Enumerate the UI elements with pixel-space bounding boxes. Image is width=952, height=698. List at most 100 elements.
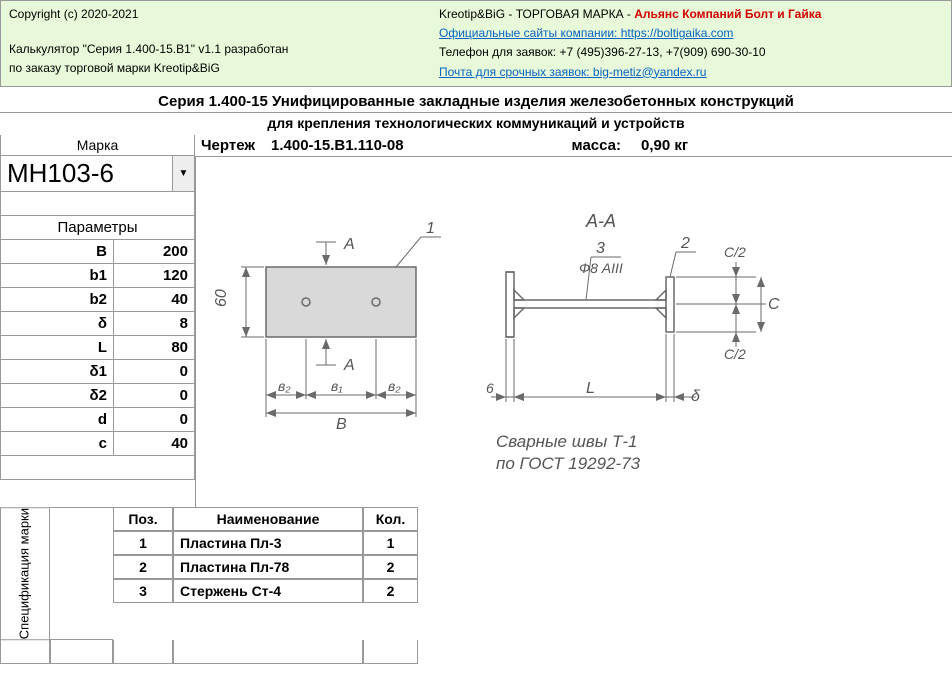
spec-gap — [50, 507, 113, 640]
spec-pos: 1 — [113, 531, 173, 555]
param-row: δ10 — [0, 360, 195, 384]
ref-1: 1 — [426, 220, 435, 237]
spec-name: Пластина Пл-3 — [173, 531, 363, 555]
ref-3: 3 — [596, 240, 605, 257]
email-label: Почта для срочных заявок: — [439, 65, 593, 79]
spec-below — [0, 640, 952, 664]
spec-hdr-name: Наименование — [173, 507, 363, 531]
param-value: 0 — [114, 384, 194, 407]
weld-note2: по ГОСТ 19292-73 — [496, 454, 641, 473]
header-right: Kreotip&BiG - ТОРГОВАЯ МАРКА - Альянс Ко… — [439, 5, 943, 82]
main-area: Марка МН103-6 ▼ Параметры B200b1120b240δ… — [0, 135, 952, 507]
param-row: δ8 — [0, 312, 195, 336]
dropdown-icon[interactable]: ▼ — [172, 156, 194, 191]
param-name: d — [1, 408, 114, 431]
param-value: 0 — [114, 360, 194, 383]
dim-c2-bot: С/2 — [724, 346, 746, 362]
drawing-area: А 1 60 А — [195, 157, 952, 507]
param-name: δ1 — [1, 360, 114, 383]
dim-delta: δ — [691, 388, 701, 405]
mass-label: масса: — [531, 137, 641, 154]
spec-name: Пластина Пл-78 — [173, 555, 363, 579]
param-row: L80 — [0, 336, 195, 360]
spacer — [0, 192, 195, 216]
engineering-drawing: А 1 60 А — [196, 157, 951, 507]
spec-pos: 3 — [113, 579, 173, 603]
spec-row: 1Пластина Пл-31 — [113, 531, 418, 555]
weld-note1: Сварные швы Т-1 — [496, 432, 637, 451]
param-name: b1 — [1, 264, 114, 287]
param-value: 0 — [114, 408, 194, 431]
spacer — [0, 456, 195, 480]
spec-qty: 2 — [363, 579, 418, 603]
page-title: Серия 1.400-15 Унифицированные закладные… — [0, 87, 952, 113]
param-value: 200 — [114, 240, 194, 263]
param-name: b2 — [1, 288, 114, 311]
dim-6: 6 — [486, 380, 494, 396]
drawing-label: Чертеж — [201, 137, 271, 154]
param-value: 40 — [114, 432, 194, 455]
spec-table: Поз. Наименование Кол. 1Пластина Пл-312П… — [113, 507, 418, 640]
param-row: c40 — [0, 432, 195, 456]
site-label: Официальные сайты компании: — [439, 26, 621, 40]
param-row: b240 — [0, 288, 195, 312]
calc-line2: по заказу торговой марки Kreotip&BiG — [9, 59, 439, 78]
spec-pos: 2 — [113, 555, 173, 579]
param-row: B200 — [0, 240, 195, 264]
spec-side-label: Спецификация марки — [0, 507, 50, 640]
phi-note: Ф8 AIII — [579, 260, 623, 276]
marka-select[interactable]: МН103-6 ▼ — [0, 156, 195, 192]
copyright: Copyright (c) 2020-2021 — [9, 5, 439, 24]
spec-row: 3Стержень Ст-42 — [113, 579, 418, 603]
spec-qty: 1 — [363, 531, 418, 555]
marka-value: МН103-6 — [1, 156, 172, 191]
param-value: 80 — [114, 336, 194, 359]
dim-b2r: в₂ — [388, 378, 401, 394]
dim-60: 60 — [213, 289, 230, 307]
spec-row: 2Пластина Пл-782 — [113, 555, 418, 579]
dim-b1: в₁ — [331, 378, 343, 394]
dim-B: В — [336, 416, 347, 433]
mass-value: 0,90 кг — [641, 137, 688, 154]
param-name: B — [1, 240, 114, 263]
dim-A-bot: А — [343, 357, 355, 374]
param-row: b1120 — [0, 264, 195, 288]
marka-header: Марка — [0, 135, 195, 156]
param-name: δ2 — [1, 384, 114, 407]
email-link[interactable]: big-metiz@yandex.ru — [593, 65, 707, 79]
dim-L: L — [586, 380, 595, 397]
spec-name: Стержень Ст-4 — [173, 579, 363, 603]
spec-area: Спецификация марки Поз. Наименование Кол… — [0, 507, 952, 640]
brand-prefix: Kreotip&BiG - ТОРГОВАЯ МАРКА - — [439, 7, 634, 21]
calc-line1: Калькулятор "Серия 1.400-15.В1" v1.1 раз… — [9, 40, 439, 59]
header-left: Copyright (c) 2020-2021 Калькулятор "Сер… — [9, 5, 439, 82]
spec-header-row: Поз. Наименование Кол. — [113, 507, 418, 531]
dim-b2l: в₂ — [278, 378, 291, 394]
spec-hdr-qty: Кол. — [363, 507, 418, 531]
info-row: Чертеж 1.400-15.В1.110-08 масса: 0,90 кг — [195, 135, 952, 157]
spec-hdr-pos: Поз. — [113, 507, 173, 531]
param-value: 120 — [114, 264, 194, 287]
drawing-value: 1.400-15.В1.110-08 — [271, 137, 531, 154]
param-name: c — [1, 432, 114, 455]
param-name: δ — [1, 312, 114, 335]
page-subtitle: для крепления технологических коммуникац… — [0, 113, 952, 135]
right-column: Чертеж 1.400-15.В1.110-08 масса: 0,90 кг… — [195, 135, 952, 507]
dim-C: С — [768, 296, 780, 313]
params-header: Параметры — [0, 216, 195, 240]
param-value: 40 — [114, 288, 194, 311]
section-label: А-А — [585, 211, 616, 231]
site-link[interactable]: https://boltigaika.com — [621, 26, 734, 40]
param-row: δ20 — [0, 384, 195, 408]
spec-qty: 2 — [363, 555, 418, 579]
left-column: Марка МН103-6 ▼ Параметры B200b1120b240δ… — [0, 135, 195, 507]
phone-line: Телефон для заявок: +7 (495)396-27-13, +… — [439, 43, 943, 62]
dim-c2-top: С/2 — [724, 244, 746, 260]
param-row: d0 — [0, 408, 195, 432]
header-banner: Copyright (c) 2020-2021 Калькулятор "Сер… — [0, 0, 952, 87]
ref-2: 2 — [680, 235, 690, 252]
param-value: 8 — [114, 312, 194, 335]
param-name: L — [1, 336, 114, 359]
dim-A-top: А — [343, 236, 355, 253]
brand-name: Альянс Компаний Болт и Гайка — [634, 7, 821, 21]
